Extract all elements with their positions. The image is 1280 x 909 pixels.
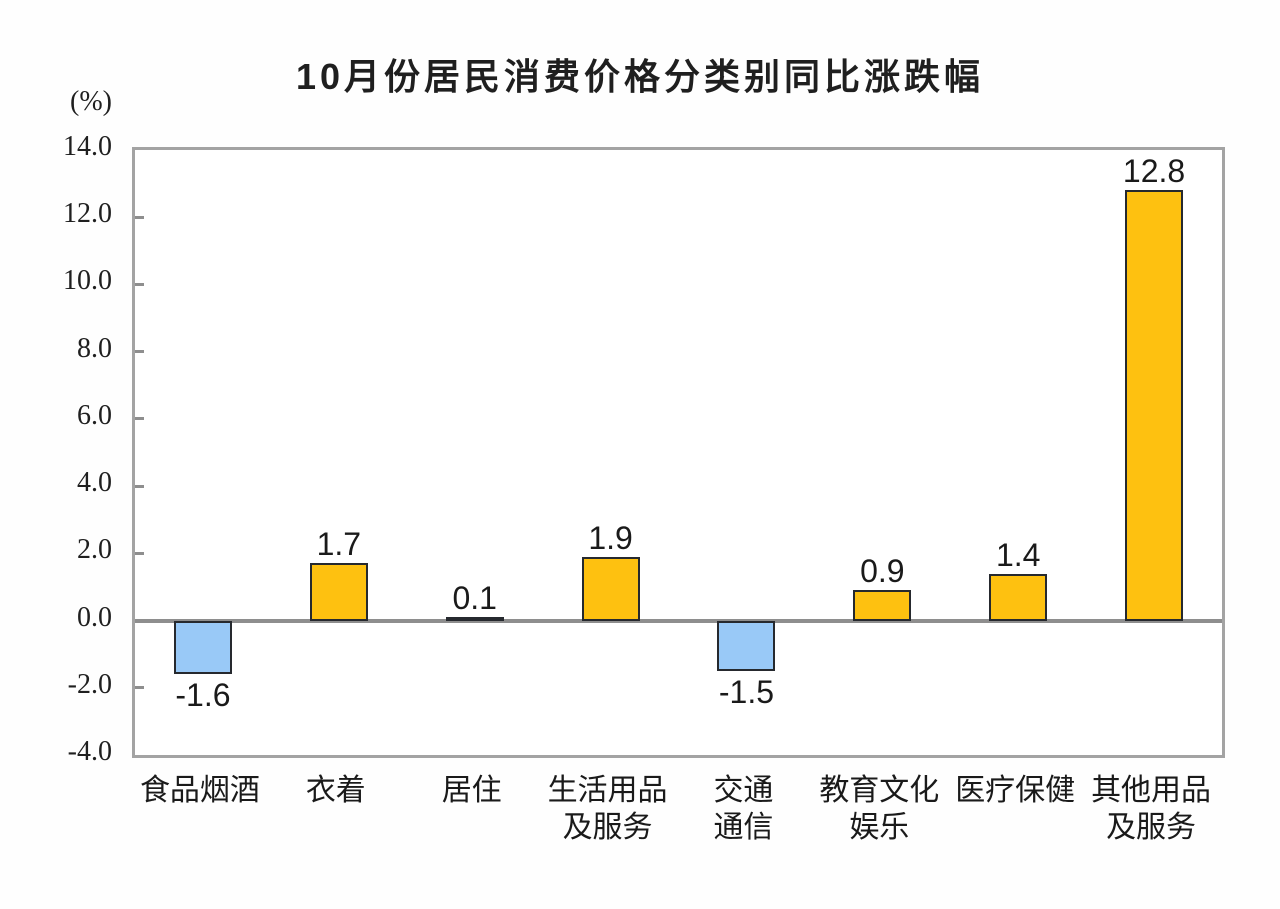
y-axis-unit-label: (%) [70, 86, 112, 117]
y-tick-label: 0.0 [77, 601, 112, 633]
category-label-line: 及服务 [562, 811, 653, 844]
bar-医疗保健 [989, 573, 1048, 621]
x-axis: 食品烟酒 衣着 居住 生活用品 及服务 交通 通信 教育文化 娱乐 医疗保健 其他用品 及服务 [132, 772, 1225, 862]
bar-value-label: 1.4 [995, 536, 1041, 573]
category-label-衣着: 衣着 [268, 772, 404, 809]
bar-value-label: 0.9 [860, 553, 905, 590]
y-axis-tick-mark [135, 282, 144, 286]
y-axis: 14.0 12.0 10.0 8.0 6.0 4.0 2.0 0.0 -2.0 -4.0 [18, 131, 112, 767]
y-axis-tick-mark [135, 350, 144, 354]
bar-value-label: 12.8 [1122, 153, 1186, 190]
y-axis-tick-mark [135, 215, 144, 219]
category-label-医疗保健: 医疗保健 [947, 772, 1083, 809]
bar-交通通信 [717, 620, 776, 671]
bar-其他用品及服务 [1125, 190, 1184, 621]
bar-食品烟酒 [173, 620, 232, 675]
category-label-居住: 居住 [404, 772, 540, 809]
y-tick-label: 4.0 [77, 467, 112, 499]
plot-area: -1.6 1.7 0.1 1.9 -1.5 0.9 1.4 12.8 [132, 147, 1225, 758]
y-tick-label: 12.0 [63, 198, 112, 230]
bar-教育文化娱乐 [853, 590, 912, 621]
bar-value-label: -1.5 [718, 673, 774, 710]
category-label-line: 及服务 [1106, 811, 1197, 844]
category-label-line: 食品烟酒 [139, 774, 260, 807]
y-axis-tick-mark [135, 417, 144, 421]
category-label-其他用品及服务: 其他用品 及服务 [1083, 772, 1219, 846]
category-label-line: 其他用品 [1091, 774, 1212, 807]
category-label-line: 教育文化 [819, 774, 940, 807]
category-label-line: 生活用品 [547, 774, 668, 807]
category-label-line: 通信 [713, 811, 774, 844]
y-tick-label: 6.0 [77, 399, 112, 431]
category-label-教育文化娱乐: 教育文化 娱乐 [811, 772, 947, 846]
bar-value-label: 1.9 [588, 519, 633, 556]
y-axis-tick-mark [135, 686, 144, 690]
y-tick-label: 2.0 [77, 534, 112, 566]
y-axis-tick-mark [135, 551, 144, 555]
chart-title: 10月份居民消费价格分类别同比涨跌幅 [295, 56, 985, 97]
y-tick-label: 8.0 [77, 332, 112, 364]
category-label-line: 居住 [441, 774, 502, 807]
y-tick-label: -4.0 [67, 736, 112, 767]
category-label-line: 衣着 [305, 774, 366, 807]
category-label-line: 娱乐 [849, 811, 910, 844]
bar-value-label: 1.7 [316, 526, 362, 563]
zero-baseline [135, 618, 1222, 623]
bar-value-label: 0.1 [452, 580, 497, 617]
category-label-生活用品及服务: 生活用品 及服务 [540, 772, 676, 846]
category-label-食品烟酒: 食品烟酒 [132, 772, 268, 809]
bar-生活用品及服务 [581, 556, 640, 621]
y-tick-label: -2.0 [67, 668, 112, 700]
y-axis-tick-mark [135, 484, 144, 488]
bar-居住 [445, 617, 504, 622]
bar-衣着 [309, 563, 368, 621]
category-label-line: 医疗保健 [955, 774, 1076, 807]
category-label-交通通信: 交通 通信 [676, 772, 812, 846]
bar-value-label: -1.6 [175, 677, 231, 714]
y-tick-label: 14.0 [63, 131, 112, 162]
category-label-line: 交通 [713, 774, 774, 807]
y-tick-label: 10.0 [63, 265, 112, 297]
